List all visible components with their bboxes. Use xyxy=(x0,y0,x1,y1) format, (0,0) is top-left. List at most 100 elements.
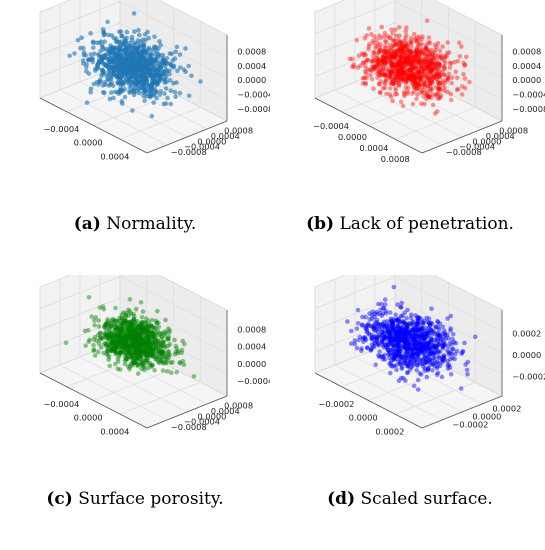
data-point xyxy=(412,55,417,60)
data-point xyxy=(111,339,116,344)
data-point xyxy=(434,45,439,50)
data-point xyxy=(393,333,399,339)
data-point xyxy=(397,331,403,336)
data-point xyxy=(436,81,442,87)
data-point xyxy=(415,327,421,333)
data-point xyxy=(405,323,410,328)
data-point xyxy=(147,339,153,345)
tick-labels-b: −0.00040.00000.00040.00080.00080.00040.0… xyxy=(313,47,545,165)
data-point xyxy=(401,43,407,49)
data-point xyxy=(389,45,394,51)
data-point xyxy=(120,71,125,77)
data-point xyxy=(134,329,140,335)
data-point xyxy=(392,330,398,335)
data-point xyxy=(121,324,126,329)
data-point xyxy=(428,95,434,100)
data-point xyxy=(423,328,428,334)
data-point xyxy=(63,340,69,346)
data-point xyxy=(128,323,134,328)
data-point xyxy=(96,341,102,347)
data-point xyxy=(421,334,427,340)
data-point xyxy=(369,346,374,352)
data-point xyxy=(156,324,162,330)
data-point xyxy=(375,311,380,317)
data-point xyxy=(422,335,427,341)
data-point xyxy=(452,351,458,357)
data-point xyxy=(168,88,174,93)
y-tick-label: 0.0000 xyxy=(472,411,501,421)
gridline xyxy=(394,276,503,332)
data-point xyxy=(117,339,123,345)
data-point xyxy=(417,361,423,366)
data-point xyxy=(396,67,402,72)
data-point xyxy=(126,350,132,355)
data-point xyxy=(436,61,442,66)
data-point xyxy=(106,65,111,71)
y-tick-label: 0.0000 xyxy=(472,136,501,146)
tick-labels-c: −0.00040.00000.00040.00080.00040.0000−0.… xyxy=(43,324,270,436)
data-point xyxy=(117,345,122,350)
data-point xyxy=(126,43,132,49)
data-point xyxy=(401,53,406,58)
data-point xyxy=(128,343,134,348)
data-point xyxy=(155,344,161,349)
data-point xyxy=(420,81,426,86)
data-point xyxy=(166,334,172,340)
data-point xyxy=(395,334,400,339)
data-point xyxy=(114,40,120,45)
data-point xyxy=(399,330,405,335)
data-point xyxy=(411,342,417,348)
data-point xyxy=(131,322,137,327)
x-axis-line xyxy=(39,97,148,154)
data-point xyxy=(440,69,445,74)
data-point xyxy=(118,331,123,337)
data-point xyxy=(118,326,124,332)
grid-d xyxy=(314,275,503,421)
data-point xyxy=(455,59,461,64)
data-point xyxy=(131,311,136,317)
data-point xyxy=(139,320,145,325)
data-point xyxy=(399,46,404,51)
data-point xyxy=(418,339,423,344)
data-point xyxy=(393,56,399,61)
data-point xyxy=(405,324,410,329)
data-point xyxy=(379,60,384,65)
data-point xyxy=(382,30,388,36)
data-point xyxy=(141,329,147,335)
data-point xyxy=(376,69,381,75)
data-point xyxy=(382,69,388,74)
data-point xyxy=(96,324,102,329)
data-point xyxy=(121,310,126,315)
data-point xyxy=(414,321,419,327)
data-point xyxy=(418,75,423,81)
data-point xyxy=(139,337,145,342)
data-point xyxy=(389,333,395,339)
data-point xyxy=(148,52,153,57)
data-point xyxy=(401,319,406,324)
data-point xyxy=(156,342,162,348)
data-point xyxy=(121,344,126,350)
data-point xyxy=(386,336,392,342)
data-point xyxy=(387,355,392,360)
data-point xyxy=(434,335,440,340)
z-tick-label: 0.0004 xyxy=(237,342,266,352)
data-point xyxy=(117,315,122,321)
data-point xyxy=(412,340,417,346)
data-point xyxy=(134,356,140,361)
data-point xyxy=(395,342,401,347)
data-point xyxy=(442,72,447,78)
data-point xyxy=(419,101,424,106)
data-point xyxy=(136,336,141,342)
data-point xyxy=(143,348,149,354)
data-point xyxy=(421,345,426,350)
data-point xyxy=(144,336,150,341)
data-point xyxy=(371,58,376,63)
data-point xyxy=(345,319,350,324)
data-point xyxy=(440,344,446,350)
data-point xyxy=(145,356,151,361)
data-point xyxy=(121,328,126,333)
data-point xyxy=(422,78,427,84)
data-point xyxy=(396,68,401,74)
data-point xyxy=(387,331,392,337)
data-point xyxy=(438,94,443,100)
